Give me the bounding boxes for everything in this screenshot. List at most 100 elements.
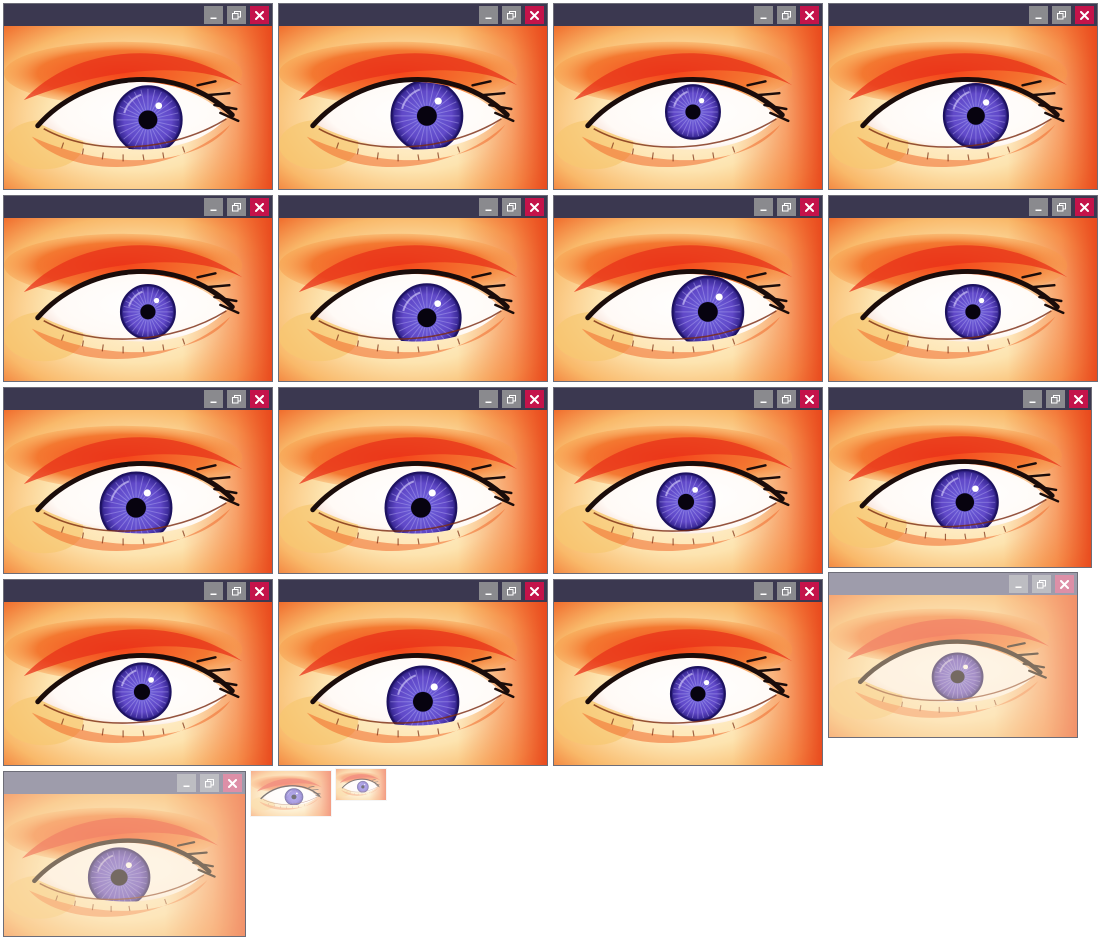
minimize-button[interactable] [1023,390,1042,408]
close-button[interactable] [800,198,819,216]
close-button[interactable] [250,582,269,600]
minimize-button[interactable] [479,582,498,600]
close-button[interactable] [223,774,242,792]
eye-image [829,218,1097,381]
restore-button[interactable] [1052,198,1071,216]
eye-window[interactable] [3,579,273,766]
eye-window[interactable] [278,195,548,382]
window-titlebar[interactable] [554,580,822,602]
close-button[interactable] [800,582,819,600]
window-titlebar[interactable] [4,196,272,218]
close-button[interactable] [525,390,544,408]
restore-button[interactable] [502,582,521,600]
eye-image [279,410,547,573]
eye-window[interactable] [278,387,548,574]
minimize-button[interactable] [204,198,223,216]
window-titlebar[interactable] [279,580,547,602]
minimize-button[interactable] [479,390,498,408]
close-button[interactable] [525,582,544,600]
restore-icon [782,394,791,404]
window-titlebar[interactable] [279,388,547,410]
window-titlebar[interactable] [829,388,1091,410]
window-titlebar[interactable] [279,4,547,26]
eye-window[interactable] [278,579,548,766]
close-button[interactable] [250,6,269,24]
minimize-button[interactable] [204,582,223,600]
restore-button[interactable] [1032,575,1051,593]
restore-button[interactable] [777,390,796,408]
restore-button[interactable] [1052,6,1071,24]
close-icon [1060,579,1069,589]
restore-button[interactable] [777,582,796,600]
close-button[interactable] [1075,198,1094,216]
restore-button[interactable] [227,582,246,600]
close-icon [228,778,237,788]
eye-window[interactable] [3,771,246,937]
window-titlebar[interactable] [554,4,822,26]
minimize-button[interactable] [204,6,223,24]
close-button[interactable] [250,198,269,216]
window-titlebar[interactable] [829,573,1077,595]
window-thumbnail[interactable] [335,768,387,801]
close-icon [1080,10,1089,20]
minimize-button[interactable] [754,582,773,600]
window-titlebar[interactable] [4,580,272,602]
minimize-button[interactable] [754,6,773,24]
restore-icon [507,394,516,404]
eye-window[interactable] [828,3,1098,190]
close-button[interactable] [525,198,544,216]
close-button[interactable] [1069,390,1088,408]
window-titlebar[interactable] [554,388,822,410]
eye-window[interactable] [553,3,823,190]
eye-window[interactable] [3,195,273,382]
eye-window[interactable] [3,3,273,190]
window-thumbnail[interactable] [250,770,332,817]
window-titlebar[interactable] [279,196,547,218]
window-titlebar[interactable] [4,388,272,410]
minimize-button[interactable] [177,774,196,792]
minimize-button[interactable] [754,198,773,216]
window-titlebar[interactable] [829,196,1097,218]
eye-window[interactable] [828,572,1078,738]
eye-window[interactable] [278,3,548,190]
restore-icon [507,202,516,212]
restore-button[interactable] [200,774,219,792]
close-button[interactable] [1055,575,1074,593]
eye-window[interactable] [553,195,823,382]
minimize-icon [182,779,191,788]
minimize-button[interactable] [479,198,498,216]
window-titlebar[interactable] [554,196,822,218]
restore-icon [507,10,516,20]
window-titlebar[interactable] [4,4,272,26]
close-button[interactable] [800,6,819,24]
restore-button[interactable] [777,6,796,24]
eye-image [4,602,272,765]
window-titlebar[interactable] [4,772,245,794]
close-button[interactable] [1075,6,1094,24]
minimize-button[interactable] [1029,198,1048,216]
restore-button[interactable] [227,6,246,24]
close-button[interactable] [800,390,819,408]
minimize-button[interactable] [1029,6,1048,24]
restore-button[interactable] [227,198,246,216]
close-button[interactable] [525,6,544,24]
minimize-button[interactable] [1009,575,1028,593]
eye-window[interactable] [3,387,273,574]
restore-button[interactable] [502,390,521,408]
eye-window[interactable] [553,579,823,766]
close-button[interactable] [250,390,269,408]
restore-button[interactable] [227,390,246,408]
minimize-button[interactable] [479,6,498,24]
restore-button[interactable] [502,6,521,24]
window-titlebar[interactable] [829,4,1097,26]
eye-window[interactable] [828,195,1098,382]
restore-button[interactable] [1046,390,1065,408]
minimize-button[interactable] [204,390,223,408]
restore-button[interactable] [502,198,521,216]
eye-image [829,26,1097,189]
minimize-button[interactable] [754,390,773,408]
restore-icon [782,586,791,596]
restore-button[interactable] [777,198,796,216]
eye-window[interactable] [828,387,1092,568]
eye-window[interactable] [553,387,823,574]
